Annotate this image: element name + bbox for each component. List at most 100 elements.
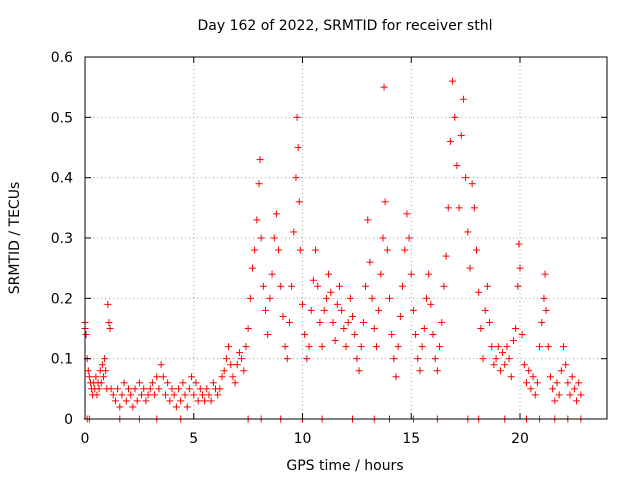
data-point bbox=[494, 343, 502, 351]
data-point bbox=[148, 379, 156, 387]
data-point bbox=[440, 282, 448, 290]
data-point bbox=[127, 391, 135, 399]
data-point bbox=[353, 355, 361, 363]
data-point bbox=[285, 318, 293, 326]
data-point bbox=[155, 385, 163, 393]
data-point bbox=[388, 331, 396, 339]
data-point bbox=[527, 385, 535, 393]
data-point bbox=[279, 312, 287, 320]
data-point bbox=[566, 391, 574, 399]
data-point bbox=[401, 246, 409, 254]
data-point bbox=[540, 294, 548, 302]
data-point bbox=[455, 204, 463, 212]
data-point bbox=[542, 306, 550, 314]
data-point bbox=[422, 294, 430, 302]
data-point bbox=[111, 397, 119, 405]
data-point bbox=[93, 391, 101, 399]
data-point bbox=[168, 385, 176, 393]
data-point bbox=[407, 270, 415, 278]
data-point bbox=[409, 306, 417, 314]
data-point bbox=[225, 343, 233, 351]
data-point bbox=[177, 397, 185, 405]
data-point bbox=[181, 391, 189, 399]
data-points bbox=[81, 77, 585, 423]
data-point bbox=[503, 343, 511, 351]
data-point bbox=[272, 210, 280, 218]
data-point bbox=[453, 162, 461, 170]
data-point bbox=[383, 246, 391, 254]
data-point bbox=[253, 216, 261, 224]
data-point bbox=[481, 306, 489, 314]
data-point bbox=[95, 385, 103, 393]
data-point bbox=[425, 270, 433, 278]
data-point bbox=[427, 300, 435, 308]
data-point bbox=[488, 343, 496, 351]
data-point bbox=[85, 373, 93, 381]
data-point bbox=[125, 385, 132, 393]
data-point bbox=[375, 306, 383, 314]
data-point bbox=[577, 391, 585, 399]
data-point bbox=[433, 367, 441, 375]
data-point bbox=[446, 137, 454, 145]
data-point bbox=[203, 385, 211, 393]
data-point bbox=[499, 349, 507, 357]
y-tick-label: 0.4 bbox=[51, 171, 73, 187]
data-point bbox=[281, 343, 289, 351]
data-point bbox=[549, 385, 557, 393]
data-point bbox=[462, 174, 470, 182]
data-point bbox=[277, 282, 285, 290]
data-point bbox=[98, 361, 106, 369]
data-point bbox=[190, 391, 198, 399]
data-point bbox=[142, 397, 150, 405]
data-point bbox=[227, 361, 235, 369]
data-point bbox=[564, 379, 572, 387]
data-point bbox=[309, 276, 317, 284]
data-point bbox=[366, 258, 374, 266]
data-point bbox=[140, 385, 148, 393]
data-point bbox=[114, 385, 122, 393]
data-point bbox=[555, 391, 563, 399]
data-point bbox=[392, 373, 400, 381]
data-point bbox=[183, 403, 191, 411]
data-point bbox=[464, 228, 472, 236]
data-point bbox=[99, 373, 107, 381]
data-point bbox=[368, 294, 376, 302]
data-point bbox=[355, 367, 363, 375]
data-point bbox=[198, 391, 206, 399]
data-point bbox=[270, 234, 278, 242]
y-tick-label: 0.5 bbox=[51, 110, 73, 126]
data-point bbox=[416, 367, 424, 375]
data-point bbox=[207, 397, 215, 405]
data-point bbox=[470, 204, 478, 212]
data-point bbox=[536, 343, 544, 351]
data-point bbox=[507, 373, 515, 381]
data-point bbox=[222, 355, 230, 363]
data-point bbox=[514, 282, 522, 290]
data-point bbox=[159, 373, 167, 381]
data-point bbox=[105, 318, 113, 326]
data-point bbox=[483, 282, 491, 290]
x-tick-label: 15 bbox=[402, 431, 420, 447]
data-point bbox=[251, 246, 259, 254]
data-point bbox=[257, 234, 265, 242]
data-point bbox=[322, 294, 330, 302]
x-tick-label: 10 bbox=[294, 431, 312, 447]
data-point bbox=[364, 216, 372, 224]
data-point bbox=[120, 379, 128, 387]
data-point bbox=[256, 156, 264, 164]
data-point bbox=[97, 379, 105, 387]
data-point bbox=[420, 325, 428, 332]
data-point bbox=[340, 325, 348, 332]
data-point bbox=[573, 397, 581, 405]
data-point bbox=[386, 294, 393, 302]
data-point bbox=[255, 180, 263, 188]
y-axis-tick-labels: 0 0.1 0.2 0.3 0.4 0.5 0.6 bbox=[51, 50, 73, 428]
data-point bbox=[405, 234, 413, 242]
data-point bbox=[106, 325, 114, 332]
data-point bbox=[293, 113, 301, 121]
data-point bbox=[233, 361, 241, 369]
data-point bbox=[157, 361, 165, 369]
data-point bbox=[515, 240, 523, 248]
x-tick-label: 5 bbox=[189, 431, 198, 447]
data-point bbox=[362, 282, 370, 290]
